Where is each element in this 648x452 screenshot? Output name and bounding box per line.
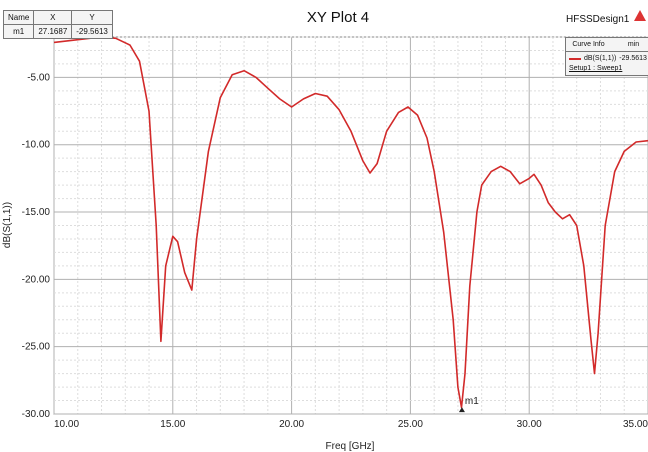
legend-entry-value: -29.5613 xyxy=(619,55,647,62)
design-name: HFSSDesign1 xyxy=(566,14,630,25)
marker-header-x: X xyxy=(33,10,73,25)
x-tick-label: 10.00 xyxy=(54,419,79,430)
y-tick-label: -15.00 xyxy=(22,207,51,218)
ansys-logo-icon xyxy=(634,10,646,21)
marker-point xyxy=(458,407,465,413)
marker-group: m1 xyxy=(458,396,479,413)
x-tick-labels: 10.00 15.00 20.00 25.00 30.00 35.00 xyxy=(54,419,648,430)
marker-header-name: Name xyxy=(2,10,35,25)
legend-header: Curve Info min xyxy=(566,38,648,52)
x-tick-label: 15.00 xyxy=(160,419,185,430)
y-tick-label: -10.00 xyxy=(22,140,51,151)
series-group xyxy=(53,36,648,409)
y-tick-labels: -5.00 -10.00 -15.00 -20.00 -25.00 -30.00 xyxy=(22,72,51,420)
x-axis-label: Freq [GHz] xyxy=(326,441,375,452)
y-tick-label: -5.00 xyxy=(27,72,50,83)
x-tick-label: 25.00 xyxy=(398,419,423,430)
legend-entry-setup: Setup1 : Sweep1 xyxy=(569,65,623,72)
chart-title: XY Plot 4 xyxy=(307,9,369,26)
marker-x-cell: 27.1687 xyxy=(33,24,73,39)
marker-name-cell: m1 xyxy=(2,24,35,39)
legend-entry[interactable]: dB(S(1,1)) -29.5613 xyxy=(566,52,648,65)
legend-swatch-icon xyxy=(569,57,581,60)
series-line xyxy=(53,36,648,409)
y-tick-label: -20.00 xyxy=(22,274,51,285)
marker-label: m1 xyxy=(465,396,479,407)
x-tick-label: 30.00 xyxy=(517,419,542,430)
marker-y-cell: -29.5613 xyxy=(71,24,113,39)
y-tick-label: -30.00 xyxy=(22,409,51,420)
y-tick-label: -25.00 xyxy=(22,342,51,353)
legend: Curve Info min dB(S(1,1)) -29.5613 Setup… xyxy=(565,37,648,76)
x-tick-label: 20.00 xyxy=(279,419,304,430)
marker-table: Name X Y m1 27.1687 -29.5613 xyxy=(2,10,113,39)
legend-header-curve-info: Curve Info xyxy=(572,41,605,48)
legend-header-min: min xyxy=(627,41,640,48)
y-axis-label: dB(S(1,1)) xyxy=(2,202,13,248)
marker-table-header: Name X Y xyxy=(2,10,113,25)
marker-table-row: m1 27.1687 -29.5613 xyxy=(2,24,113,39)
legend-entry-name: dB(S(1,1)) xyxy=(584,55,617,62)
x-tick-label: 35.00 xyxy=(623,419,648,430)
marker-header-y: Y xyxy=(71,10,113,25)
